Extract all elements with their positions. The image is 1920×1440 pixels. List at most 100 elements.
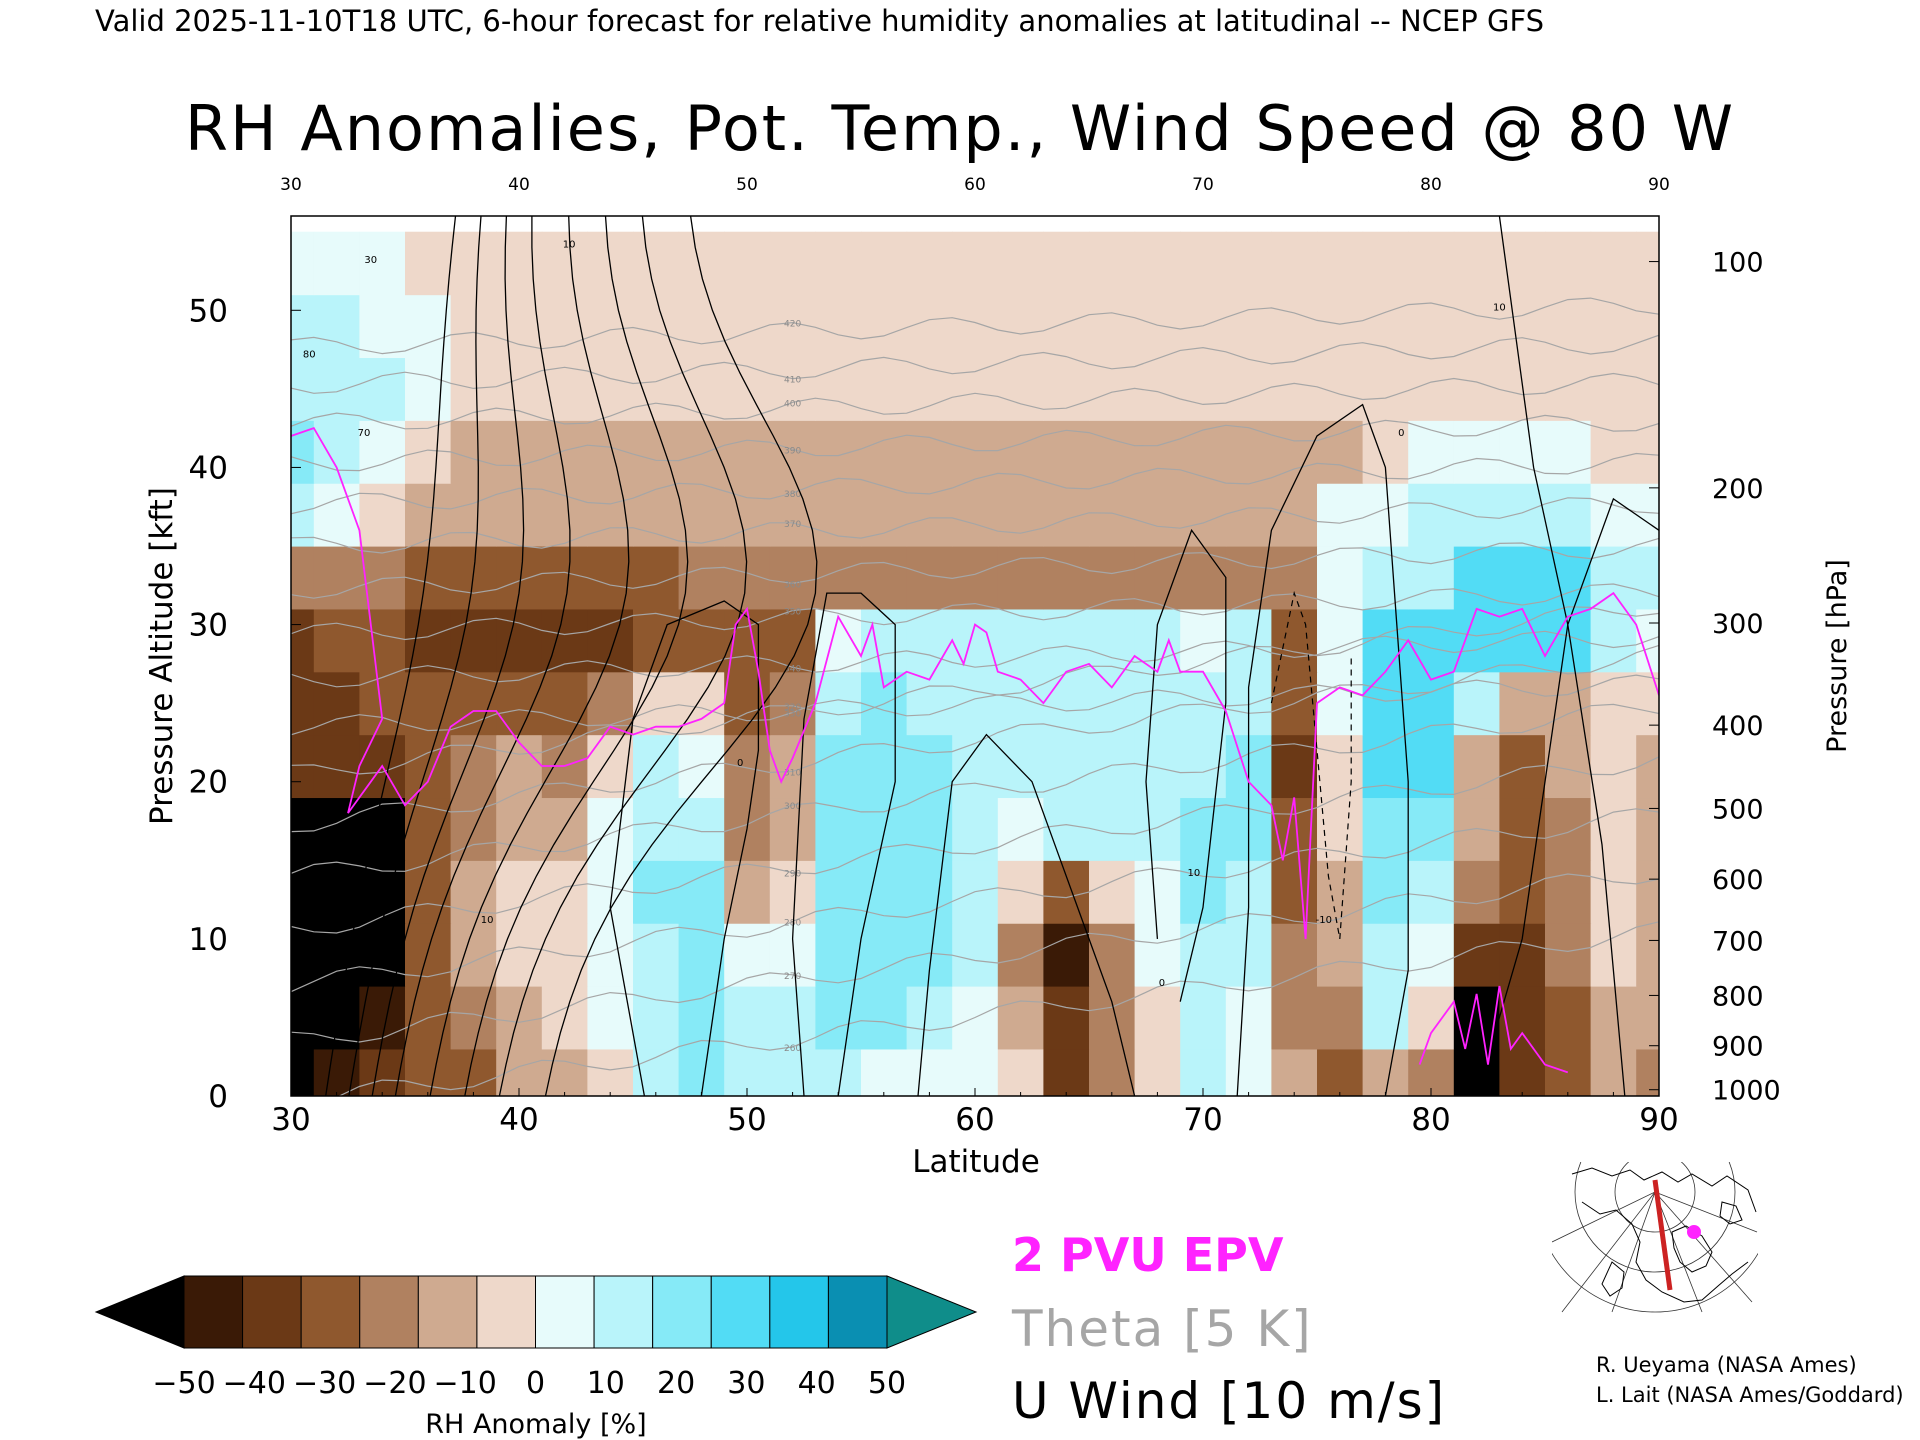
rh-cell: [1089, 294, 1136, 359]
rh-cell: [1453, 608, 1500, 673]
wind-contour: [609, 600, 760, 1096]
rh-cell: [861, 357, 908, 421]
x-top-tick-label: 40: [508, 175, 530, 195]
rh-cell: [633, 294, 680, 359]
rh-cell: [1271, 986, 1318, 1050]
rh-cell: [1453, 231, 1500, 296]
colorbar-tick-label: 0: [526, 1366, 545, 1401]
rh-cell: [1317, 483, 1364, 547]
rh-cell: [1271, 420, 1318, 484]
theta-contour: [291, 583, 1659, 641]
rh-cell: [1134, 608, 1181, 673]
rh-cell: [541, 357, 588, 421]
rh-cell: [1545, 986, 1592, 1050]
rh-cell: [1545, 608, 1592, 673]
rh-cell: [1134, 734, 1181, 799]
rh-cell: [1636, 1048, 1659, 1096]
y-tick-label: 10: [189, 922, 228, 958]
rh-cell: [1408, 923, 1455, 987]
y-tick-label: 40: [189, 450, 228, 486]
colorbar-swatch: [476, 1275, 536, 1349]
rh-cell: [906, 986, 953, 1050]
theta-contour-label: 330: [784, 709, 801, 719]
rh-cell: [1545, 483, 1592, 547]
theta-contour: [291, 497, 1659, 554]
rh-cell: [1590, 1048, 1637, 1096]
rh-cell: [1180, 420, 1227, 484]
wind-contour: [1145, 528, 1227, 1002]
rh-cell: [587, 294, 634, 359]
rh-cell: [769, 420, 816, 484]
rh-cell: [291, 671, 315, 736]
rh-cell: [1317, 671, 1364, 736]
rh-cell: [1453, 860, 1500, 924]
rh-cell: [678, 357, 725, 421]
rh-cell: [952, 231, 999, 296]
rh-cell: [1499, 860, 1546, 924]
rh-cell: [587, 357, 634, 421]
theta-contour-label: 260: [784, 1044, 801, 1054]
legend-wind: U Wind [10 m/s]: [1012, 1372, 1447, 1430]
rh-cell: [1408, 860, 1455, 924]
rh-cell: [861, 860, 908, 924]
rh-cell: [1225, 986, 1272, 1050]
rh-cell: [1636, 671, 1659, 736]
rh-cell: [291, 357, 315, 421]
rh-cell: [906, 420, 953, 484]
rh-cell: [450, 420, 497, 484]
rh-cell: [1499, 420, 1546, 484]
rh-cell: [678, 1048, 725, 1096]
rh-cell: [724, 923, 771, 987]
rh-cell: [1134, 231, 1181, 296]
wind-contour-label: 10: [1188, 868, 1201, 879]
rh-cell: [906, 734, 953, 799]
wind-contour-label: 30: [364, 255, 377, 266]
rh-cell: [359, 357, 406, 421]
theta-contour: [291, 808, 1659, 993]
rh-cell: [359, 1048, 406, 1096]
rh-cell: [1362, 860, 1409, 924]
rh-cell: [1271, 294, 1318, 359]
rh-cell: [1362, 986, 1409, 1050]
rh-cell: [291, 483, 315, 547]
x-tick-label: 80: [1411, 1102, 1450, 1138]
rh-cell: [1180, 608, 1227, 673]
rh-cell: [815, 734, 862, 799]
rh-cell: [313, 483, 360, 547]
rh-cell: [861, 420, 908, 484]
rh-cell: [1225, 608, 1272, 673]
rh-cell: [450, 294, 497, 359]
rh-cell: [1180, 483, 1227, 547]
rh-cell: [1317, 608, 1364, 673]
rh-cell: [1453, 734, 1500, 799]
rh-cell: [359, 231, 406, 296]
rh-cell: [359, 671, 406, 736]
rh-cell: [861, 1048, 908, 1096]
colorbar-swatch: [652, 1275, 712, 1349]
rh-cell: [496, 923, 543, 987]
rh-cell: [1636, 546, 1659, 610]
rh-cell: [906, 1048, 953, 1096]
rh-cell: [1408, 986, 1455, 1050]
x-tick-label: 70: [1183, 1102, 1222, 1138]
rh-cell: [1089, 797, 1136, 861]
rh-cell: [541, 671, 588, 736]
rh-cell: [769, 1048, 816, 1096]
rh-cell: [313, 986, 360, 1050]
rh-cell: [1590, 483, 1637, 547]
rh-cell: [541, 231, 588, 296]
rh-cell: [952, 294, 999, 359]
pressure-tick-label: 300: [1712, 609, 1764, 640]
rh-cell: [1180, 671, 1227, 736]
colorbar-tick-label: 50: [868, 1366, 906, 1401]
wind-contour: [371, 216, 525, 1096]
rh-cell: [633, 860, 680, 924]
rh-cell: [1180, 797, 1227, 861]
rh-cell: [587, 1048, 634, 1096]
colorbar-swatch: [827, 1275, 888, 1349]
y-axis-label-left: Pressure Altitude [kft]: [144, 487, 180, 825]
theta-contour: [291, 873, 1659, 1043]
rh-cell: [1408, 546, 1455, 610]
rh-cell: [405, 231, 452, 296]
rh-cell: [633, 797, 680, 861]
